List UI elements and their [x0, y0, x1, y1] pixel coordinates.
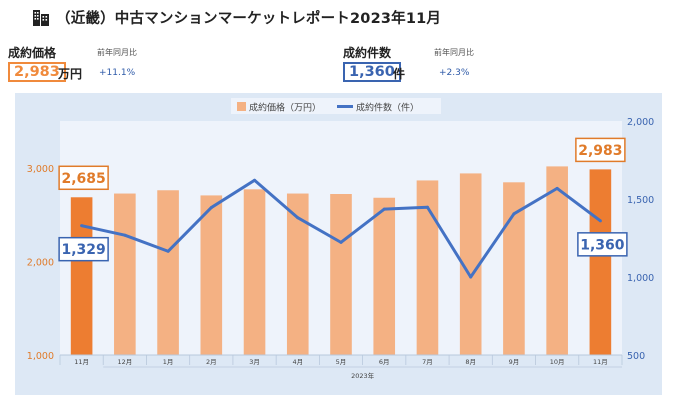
data-label: 1,360	[580, 237, 625, 253]
kpi-price-change: +11.1%	[99, 68, 136, 78]
building-icon	[33, 10, 49, 26]
kpi-count-sub-label: 前年同月比	[434, 48, 474, 57]
x-tick-label: 3月	[249, 358, 260, 366]
bar	[243, 189, 266, 355]
bar	[157, 190, 179, 355]
data-label: 1,329	[61, 242, 105, 258]
line-point	[382, 207, 386, 211]
bar	[503, 182, 525, 355]
x-tick-label: 12月	[117, 358, 132, 366]
bar	[330, 194, 352, 355]
legend-label-price: 成約価格（万円）	[249, 102, 321, 114]
bar	[459, 173, 482, 355]
line-point	[469, 275, 473, 279]
line-point	[209, 206, 213, 210]
x-tick-label: 4月	[292, 358, 303, 366]
bar	[114, 193, 136, 355]
legend-label-count: 成約件数（件）	[356, 102, 419, 114]
x-tick-label: 5月	[336, 358, 347, 366]
y-left-tick-label: 3,000	[27, 164, 54, 175]
line-point	[555, 186, 559, 190]
x-tick-label: 7月	[422, 358, 433, 366]
page-title: （近畿）中古マンションマーケットレポート2023年11月	[56, 10, 442, 27]
kpi-price-sub-label: 前年同月比	[97, 48, 137, 57]
header: （近畿）中古マンションマーケットレポート2023年11月	[32, 5, 441, 29]
bar	[589, 169, 612, 355]
kpi-count-label: 成約件数	[343, 46, 392, 60]
chart-svg: 1,000 2,000 3,000 500 1,000 1,500 2,000 11月 12月 1…	[15, 93, 662, 395]
legend-box	[231, 98, 441, 114]
bar	[70, 197, 93, 355]
bar	[416, 180, 439, 355]
x-tick-label: 6月	[379, 358, 390, 366]
legend-swatch-price	[237, 102, 246, 111]
x-tick-label: 1月	[163, 358, 174, 366]
data-label-box	[58, 165, 109, 191]
data-label-box	[577, 232, 628, 257]
kpi-price-label: 成約価格	[8, 46, 57, 60]
data-label-box	[58, 236, 109, 262]
kpi-count-unit: 件	[393, 67, 406, 81]
bar	[546, 166, 568, 355]
y-left-tick-label: 1,000	[27, 351, 54, 362]
kpi-count-value: 1,360	[343, 62, 401, 82]
x-tick-label: 10月	[550, 358, 565, 366]
kpi-price-unit: 万円	[58, 67, 83, 81]
bar	[200, 195, 223, 355]
x-tick-label: 11月	[74, 358, 89, 366]
data-label-box	[575, 137, 626, 163]
chart: 1,000 2,000 3,000 500 1,000 1,500 2,000 11月 12月 1…	[15, 93, 662, 395]
y-right-tick-label: 1,500	[627, 195, 654, 206]
x-group-label: 2023年	[351, 371, 375, 380]
x-tick-label: 11月	[593, 358, 608, 366]
line-point	[512, 212, 516, 216]
line-point	[598, 219, 602, 223]
y-left-tick-label: 2,000	[27, 257, 54, 268]
line-point	[253, 178, 257, 182]
line-point	[123, 233, 127, 237]
data-label: 2,983	[578, 143, 622, 159]
kpi-count-change: +2.3%	[439, 68, 470, 78]
line-point	[80, 224, 84, 228]
line-point	[339, 240, 343, 244]
bar	[286, 193, 309, 355]
line-point	[425, 205, 429, 209]
kpi-price-value: 2,983	[8, 62, 66, 82]
line-point	[296, 216, 300, 220]
y-right-tick-label: 500	[627, 351, 645, 362]
line-point	[166, 249, 170, 253]
y-right-tick-label: 1,000	[627, 273, 654, 284]
bar	[373, 197, 396, 355]
y-right-tick-label: 2,000	[627, 117, 654, 128]
x-tick-label: 9月	[509, 358, 520, 366]
x-tick-label: 8月	[465, 358, 476, 366]
data-label: 2,685	[61, 171, 105, 187]
x-tick-label: 2月	[206, 358, 217, 366]
